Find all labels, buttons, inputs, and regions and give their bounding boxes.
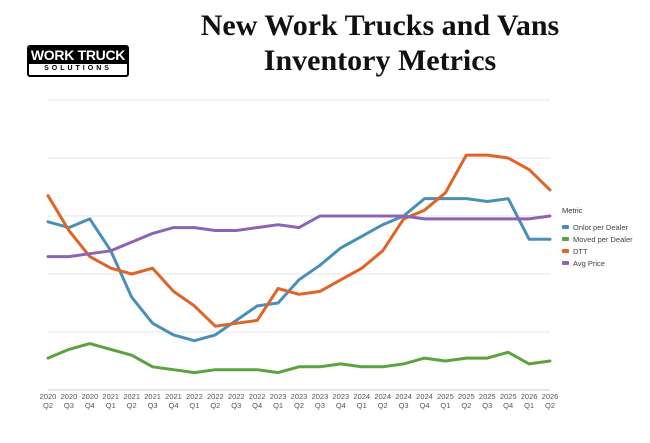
legend-label: DTT xyxy=(573,246,588,256)
legend-swatch xyxy=(562,261,569,265)
x-tick-label: 2023 Q2 xyxy=(291,392,308,410)
series-line-avg-price xyxy=(46,214,552,259)
x-tick-label: 2024 Q2 xyxy=(374,392,391,410)
legend-label: Moved per Dealer xyxy=(573,234,633,244)
legend-item: Avg Price xyxy=(562,257,633,269)
x-tick-label: 2022 Q3 xyxy=(228,392,245,410)
x-tick-label: 2023 Q3 xyxy=(312,392,329,410)
legend-swatch xyxy=(562,225,569,229)
x-tick-label: 2025 Q2 xyxy=(458,392,475,410)
x-tick-label: 2024 Q1 xyxy=(353,392,370,410)
x-tick-label: 2021 Q4 xyxy=(165,392,182,410)
x-tick-label: 2022 Q4 xyxy=(249,392,266,410)
x-tick-label: 2024 Q4 xyxy=(416,392,433,410)
legend-swatch xyxy=(562,237,569,241)
legend-item: Moved per Dealer xyxy=(562,233,633,245)
x-tick-label: 2021 Q1 xyxy=(102,392,119,410)
series-line-dtt xyxy=(46,153,552,328)
legend-title: Metric xyxy=(562,206,583,215)
x-tick-label: 2022 Q1 xyxy=(186,392,203,410)
x-tick-label: 2020 Q2 xyxy=(40,392,57,410)
x-tick-label: 2023 Q4 xyxy=(332,392,349,410)
chart-series-lines xyxy=(46,153,552,375)
title-line-2: Inventory Metrics xyxy=(263,44,497,77)
legend-items: Onlot per Dealer Moved per Dealer DTT Avg P… xyxy=(562,221,633,269)
x-tick-label: 2025 Q4 xyxy=(500,392,517,410)
x-tick-label: 2021 Q2 xyxy=(123,392,140,410)
x-tick-label: 2020 Q4 xyxy=(81,392,98,410)
x-tick-label: 2025 Q1 xyxy=(437,392,454,410)
page-title: New Work Trucks and Vans Inventory Metri… xyxy=(150,8,610,78)
series-line-onlot-per-dealer xyxy=(46,197,552,343)
legend-label: Avg Price xyxy=(573,258,605,268)
series-line-moved-per-dealer xyxy=(46,342,552,375)
x-tick-label: 2022 Q2 xyxy=(207,392,224,410)
logo-text-top: WORK TRUCK xyxy=(29,47,127,64)
legend-label: Onlot per Dealer xyxy=(573,222,629,232)
x-tick-label: 2025 Q3 xyxy=(479,392,496,410)
title-line-1: New Work Trucks and Vans xyxy=(200,9,560,42)
x-tick-label: 2021 Q3 xyxy=(144,392,161,410)
chart-legend: Metric Onlot per Dealer Moved per Dealer D… xyxy=(562,206,633,269)
legend-swatch xyxy=(562,249,569,253)
x-tick-label: 2020 Q3 xyxy=(61,392,78,410)
x-tick-label: 2026 Q1 xyxy=(521,392,538,410)
x-tick-label: 2024 Q3 xyxy=(395,392,412,410)
legend-item: Onlot per Dealer xyxy=(562,221,633,233)
work-truck-solutions-logo: WORK TRUCK SOLUTIONS xyxy=(27,45,129,77)
x-tick-label: 2023 Q1 xyxy=(270,392,287,410)
legend-item: DTT xyxy=(562,245,633,257)
x-tick-label: 2026 Q2 xyxy=(542,392,559,410)
logo-text-bottom: SOLUTIONS xyxy=(44,65,112,72)
